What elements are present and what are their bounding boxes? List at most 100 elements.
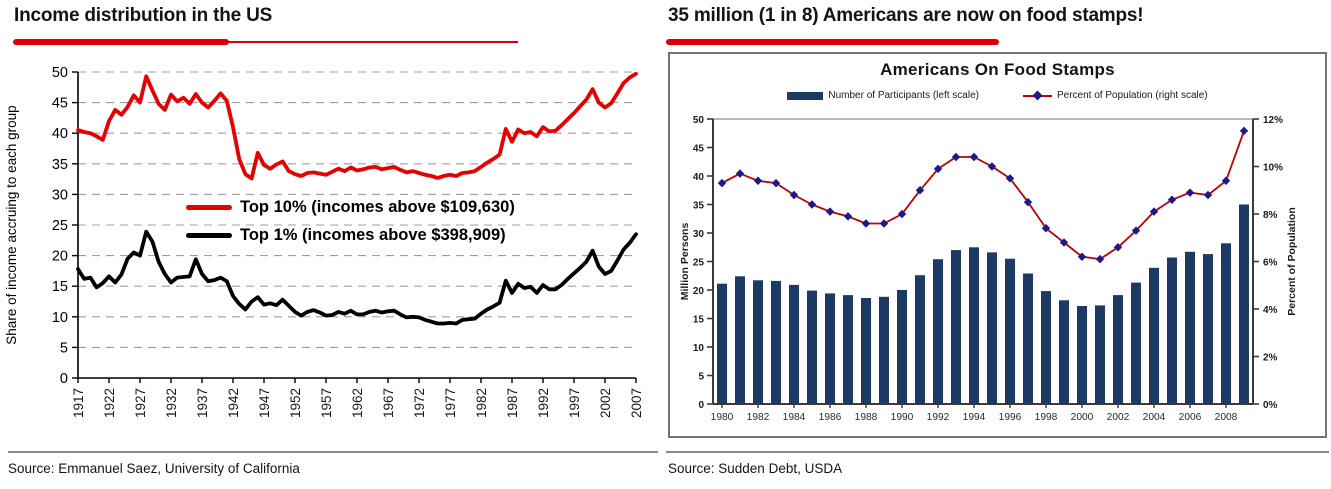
svg-text:1997: 1997 [567, 388, 582, 418]
svg-text:5: 5 [60, 340, 68, 356]
svg-text:20: 20 [52, 249, 68, 265]
legend-swatch-top10 [186, 204, 232, 210]
svg-text:1982: 1982 [747, 412, 770, 423]
svg-text:1992: 1992 [927, 412, 950, 423]
svg-text:45: 45 [52, 96, 68, 112]
svg-text:25: 25 [693, 258, 705, 269]
svg-text:1977: 1977 [443, 388, 458, 418]
svg-text:2004: 2004 [1143, 412, 1166, 423]
right-underline-thick [666, 39, 999, 45]
svg-text:50: 50 [52, 65, 68, 81]
svg-text:35: 35 [52, 157, 68, 173]
svg-text:20: 20 [693, 286, 705, 297]
svg-text:Million Persons: Million Persons [679, 223, 691, 301]
svg-text:1994: 1994 [963, 412, 986, 423]
svg-text:0%: 0% [1263, 400, 1278, 411]
svg-text:1987: 1987 [505, 388, 520, 418]
svg-text:2008: 2008 [1215, 412, 1238, 423]
svg-text:1988: 1988 [855, 412, 878, 423]
right-section-title: 35 million (1 in 8) Americans are now on… [668, 5, 1144, 26]
income-chart-legend: Top 10% (incomes above $109,630) Top 1% … [186, 196, 515, 252]
svg-text:4%: 4% [1263, 305, 1278, 316]
svg-text:10: 10 [52, 310, 68, 326]
svg-text:1967: 1967 [381, 388, 396, 418]
diamond-marker-icon [1032, 90, 1043, 101]
svg-text:1922: 1922 [102, 388, 117, 418]
svg-text:35: 35 [693, 201, 705, 212]
legend-label-top10: Top 10% (incomes above $109,630) [240, 197, 515, 216]
svg-text:1984: 1984 [783, 412, 806, 423]
svg-text:15: 15 [52, 279, 68, 295]
left-underline-thin [229, 41, 518, 43]
svg-text:1992: 1992 [536, 388, 551, 418]
legend-item-participants: Number of Participants (left scale) [787, 90, 979, 101]
svg-text:50: 50 [693, 115, 705, 126]
svg-text:1982: 1982 [474, 388, 489, 418]
legend-swatch-participants [787, 91, 824, 100]
svg-text:12%: 12% [1263, 115, 1283, 126]
legend-item-top1: Top 1% (incomes above $398,909) [186, 224, 515, 246]
svg-text:2%: 2% [1263, 353, 1278, 364]
legend-label-percent: Percent of Population (right scale) [1056, 90, 1208, 101]
left-source: Source: Emmanuel Saez, University of Cal… [8, 461, 300, 476]
legend-label-participants: Number of Participants (left scale) [828, 90, 979, 101]
svg-text:1937: 1937 [195, 388, 210, 418]
svg-text:6%: 6% [1263, 258, 1278, 269]
svg-text:10%: 10% [1263, 163, 1283, 174]
svg-text:1980: 1980 [711, 412, 734, 423]
svg-text:1917: 1917 [71, 388, 86, 418]
legend-line-segment [1022, 94, 1035, 97]
svg-text:45: 45 [693, 144, 705, 155]
svg-text:15: 15 [693, 315, 705, 326]
left-source-divider [8, 451, 658, 453]
income-distribution-chart: 0 5 10 15 20 25 30 35 40 45 50 1917 1922 1927 1932 1937… [4, 65, 644, 418]
svg-text:2006: 2006 [1179, 412, 1202, 423]
svg-text:2007: 2007 [629, 388, 644, 418]
svg-text:1998: 1998 [1035, 412, 1058, 423]
svg-text:40: 40 [52, 126, 68, 142]
svg-text:1927: 1927 [133, 388, 148, 418]
legend-swatch-percent [1022, 90, 1052, 101]
svg-text:1947: 1947 [257, 388, 272, 418]
svg-text:2002: 2002 [1107, 412, 1130, 423]
svg-text:10: 10 [693, 343, 705, 354]
svg-text:30: 30 [693, 229, 705, 240]
svg-text:30: 30 [52, 187, 68, 203]
svg-text:0: 0 [698, 400, 704, 411]
svg-text:1962: 1962 [350, 388, 365, 418]
food-stamps-legend: Number of Participants (left scale) Perc… [670, 90, 1325, 101]
legend-swatch-top1 [186, 232, 232, 238]
svg-text:1996: 1996 [999, 412, 1022, 423]
svg-text:1986: 1986 [819, 412, 842, 423]
left-title-underline [13, 39, 518, 45]
svg-text:0: 0 [60, 371, 68, 387]
income-distribution-section: Income distribution in the US 0 5 10 15 20 25… [0, 0, 662, 489]
left-section-title: Income distribution in the US [14, 5, 273, 26]
right-source-divider [666, 451, 1329, 453]
right-title-underline [666, 39, 999, 45]
legend-item-percent: Percent of Population (right scale) [1022, 90, 1208, 101]
food-stamps-chart-title: Americans On Food Stamps [880, 60, 1115, 79]
svg-text:2002: 2002 [598, 388, 613, 418]
svg-text:40: 40 [693, 172, 705, 183]
svg-text:Percent of Population: Percent of Population [1286, 207, 1298, 316]
legend-item-top10: Top 10% (incomes above $109,630) [186, 196, 515, 218]
svg-text:1957: 1957 [319, 388, 334, 418]
svg-text:25: 25 [52, 218, 68, 234]
svg-text:8%: 8% [1263, 210, 1278, 221]
svg-text:1952: 1952 [288, 388, 303, 418]
svg-text:1972: 1972 [412, 388, 427, 418]
svg-text:1990: 1990 [891, 412, 914, 423]
food-stamps-chart-panel: Americans On Food Stamps Number of Parti… [668, 52, 1327, 438]
svg-text:Share of income accruing to ea: Share of income accruing to each group [4, 105, 19, 344]
svg-text:5: 5 [698, 372, 704, 383]
legend-line-segment [1039, 94, 1052, 97]
legend-label-top1: Top 1% (incomes above $398,909) [240, 225, 506, 244]
food-stamps-chart: 0 5 10 15 20 25 30 35 40 45 50 0% 2% 4% 6% 8% 10% 12% 1980… [679, 115, 1298, 423]
left-underline-thick [13, 39, 229, 45]
food-stamps-section: 35 million (1 in 8) Americans are now on… [666, 0, 1331, 489]
svg-text:1932: 1932 [164, 388, 179, 418]
svg-text:1942: 1942 [226, 388, 241, 418]
svg-text:2000: 2000 [1071, 412, 1094, 423]
